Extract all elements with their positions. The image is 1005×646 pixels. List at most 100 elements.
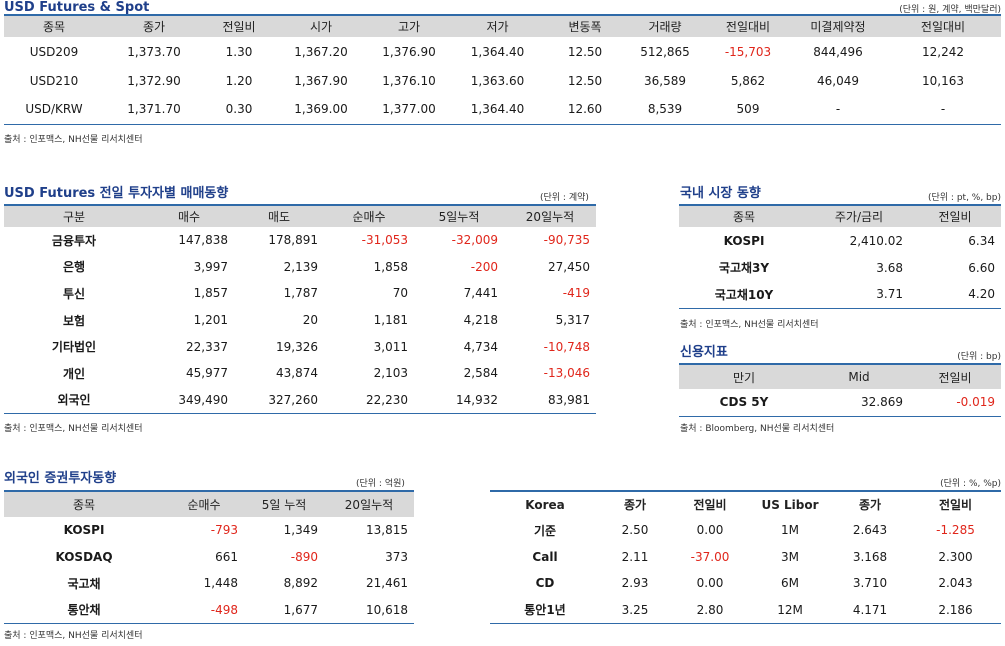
- domestic-cell: 3.68: [876, 260, 903, 275]
- futures-cell: USD209: [29, 44, 79, 59]
- futures-col-header: 종목: [4, 15, 104, 37]
- investor-cell: 43,874: [276, 366, 318, 381]
- table-row: USD/KRW 1,371.70 0.30 1,369.00 1,377.00 …: [4, 95, 1001, 124]
- investor-cell: 7,441: [463, 286, 498, 301]
- futures-cell: 36,589: [644, 73, 686, 88]
- futures-cell: 1,373.70: [127, 44, 181, 59]
- table-row: 보험 1,201 20 1,181 4,218 5,317: [4, 307, 596, 334]
- investor-cell: 22,230: [366, 392, 408, 407]
- foreign-table: 종목 순매수 5일 누적 20일누적 KOSPI -793 1,349 13,8…: [4, 490, 414, 624]
- investor-cell: -90,735: [543, 233, 590, 248]
- rates-cell: 2.643: [852, 523, 888, 538]
- futures-unit: (단위 : 원, 계약, 백만달러): [899, 5, 1001, 15]
- domestic-col-header: 전일비: [909, 205, 1001, 227]
- investor-cell: -13,046: [543, 366, 590, 381]
- credit-table: 만기 Mid 전일비 CDS 5Y 32.869 -0.019: [679, 363, 1001, 417]
- table-row: 국고채10Y 3.71 4.20: [679, 281, 1001, 308]
- foreign-col-header: 종목: [4, 491, 164, 517]
- rates-cell: 0.00: [696, 523, 724, 538]
- rates-cell: CD: [535, 576, 555, 591]
- investor-cell: 349,490: [178, 392, 228, 407]
- rates-cell: 통안1년: [524, 603, 566, 617]
- foreign-cell: 1,349: [283, 523, 318, 538]
- investor-cell: 4,218: [463, 313, 498, 328]
- investor-cell: 외국인: [57, 393, 91, 408]
- investor-cell: 5,317: [555, 313, 590, 328]
- futures-header-row: 종목 종가 전일비 시가 고가 저가 변동폭 거래량 전일대비 미결제약정 전일…: [4, 15, 1001, 37]
- futures-cell: -: [940, 102, 946, 117]
- investor-cell: 19,326: [276, 339, 318, 354]
- foreign-col-header: 5일 누적: [244, 491, 324, 517]
- table-row: 통안채 -498 1,677 10,618: [4, 597, 414, 624]
- table-row: KOSPI 2,410.02 6.34: [679, 227, 1001, 254]
- investor-cell: -419: [562, 286, 590, 301]
- futures-col-header: 전일비: [204, 15, 274, 37]
- investor-cell: 3,997: [193, 259, 228, 274]
- futures-cell: USD/KRW: [25, 102, 83, 117]
- table-row: KOSDAQ 661 -890 373: [4, 544, 414, 571]
- rates-cell: 2.50: [621, 523, 649, 538]
- rates-cell: 3.25: [621, 602, 649, 617]
- investor-cell: 1,857: [193, 286, 228, 301]
- domestic-title: 국내 시장 동향: [680, 186, 761, 201]
- rates-cell: -37.00: [690, 549, 730, 564]
- futures-cell: 46,049: [817, 73, 859, 88]
- credit-cell: -0.019: [956, 395, 995, 410]
- investor-source: 출처 : 인포맥스, NH선물 리서치센터: [4, 424, 143, 434]
- table-row: 국고채3Y 3.68 6.60: [679, 254, 1001, 281]
- investor-cell: 147,838: [178, 233, 228, 248]
- domestic-cell: 국고채3Y: [718, 261, 770, 275]
- foreign-cell: -793: [210, 523, 238, 538]
- rates-cell: 3.168: [852, 549, 888, 564]
- domestic-source: 출처 : 인포맥스, NH선물 리서치센터: [680, 320, 819, 330]
- investor-cell: 22,337: [186, 339, 228, 354]
- foreign-cell: KOSDAQ: [55, 549, 113, 564]
- rates-cell: 2.11: [621, 549, 649, 564]
- investor-cell: -31,053: [361, 233, 408, 248]
- domestic-cell: 2,410.02: [849, 233, 903, 248]
- futures-col-header: 시가: [274, 15, 368, 37]
- futures-cell: 844,496: [813, 44, 863, 59]
- credit-cell: CDS 5Y: [719, 395, 769, 410]
- futures-table: 종목 종가 전일비 시가 고가 저가 변동폭 거래량 전일대비 미결제약정 전일…: [4, 14, 1001, 125]
- investor-title: USD Futures 전일 투자자별 매매동향: [4, 186, 229, 201]
- futures-cell: 509: [736, 102, 760, 117]
- foreign-cell: -498: [210, 602, 238, 617]
- futures-cell: 1,364.40: [470, 102, 525, 117]
- rates-table: Korea 종가 전일비 US Libor 종가 전일비 기준 2.50 0.0…: [490, 490, 1001, 624]
- rates-cell: 2.043: [938, 576, 973, 591]
- rates-cell: Call: [532, 549, 558, 564]
- domestic-cell: 국고채10Y: [714, 287, 774, 302]
- futures-col-header: 거래량: [625, 15, 705, 37]
- rates-cell: 3M: [781, 549, 799, 564]
- rates-col-header: US Libor: [750, 491, 830, 517]
- credit-col-header: Mid: [809, 364, 909, 389]
- table-row: USD209 1,373.70 1.30 1,367.20 1,376.90 1…: [4, 37, 1001, 66]
- foreign-source: 출처 : 인포맥스, NH선물 리서치센터: [4, 631, 143, 641]
- credit-title: 신용지표: [680, 345, 728, 360]
- futures-cell: 10,163: [922, 73, 964, 88]
- investor-cell: 1,201: [193, 313, 228, 328]
- investor-cell: 2,103: [373, 366, 408, 381]
- investor-cell: 기타법인: [51, 340, 97, 355]
- credit-unit: (단위 : bp): [957, 352, 1001, 362]
- rates-cell: 2.186: [938, 602, 973, 617]
- futures-cell: 512,865: [640, 44, 690, 59]
- futures-cell: 1,369.00: [294, 102, 348, 117]
- domestic-col-header: 종목: [679, 205, 809, 227]
- foreign-cell: 373: [385, 549, 408, 564]
- table-row: 국고채 1,448 8,892 21,461: [4, 570, 414, 597]
- futures-cell: -: [835, 102, 841, 117]
- credit-col-header: 만기: [679, 364, 809, 389]
- domestic-col-header: 주가/금리: [809, 205, 909, 227]
- investor-cell: 27,450: [548, 259, 590, 274]
- rates-col-header: 전일비: [670, 491, 750, 517]
- domestic-cell: 3.71: [876, 287, 903, 302]
- rates-col-header: Korea: [490, 491, 600, 517]
- domestic-cell: 6.34: [968, 233, 995, 248]
- table-row: 은행 3,997 2,139 1,858 -200 27,450: [4, 254, 596, 281]
- table-row: CD 2.93 0.00 6M 3.710 2.043: [490, 570, 1001, 597]
- rates-cell: -1.285: [936, 523, 975, 538]
- foreign-unit: (단위 : 억원): [356, 479, 405, 489]
- credit-source: 출처 : Bloomberg, NH선물 리서치센터: [680, 424, 835, 434]
